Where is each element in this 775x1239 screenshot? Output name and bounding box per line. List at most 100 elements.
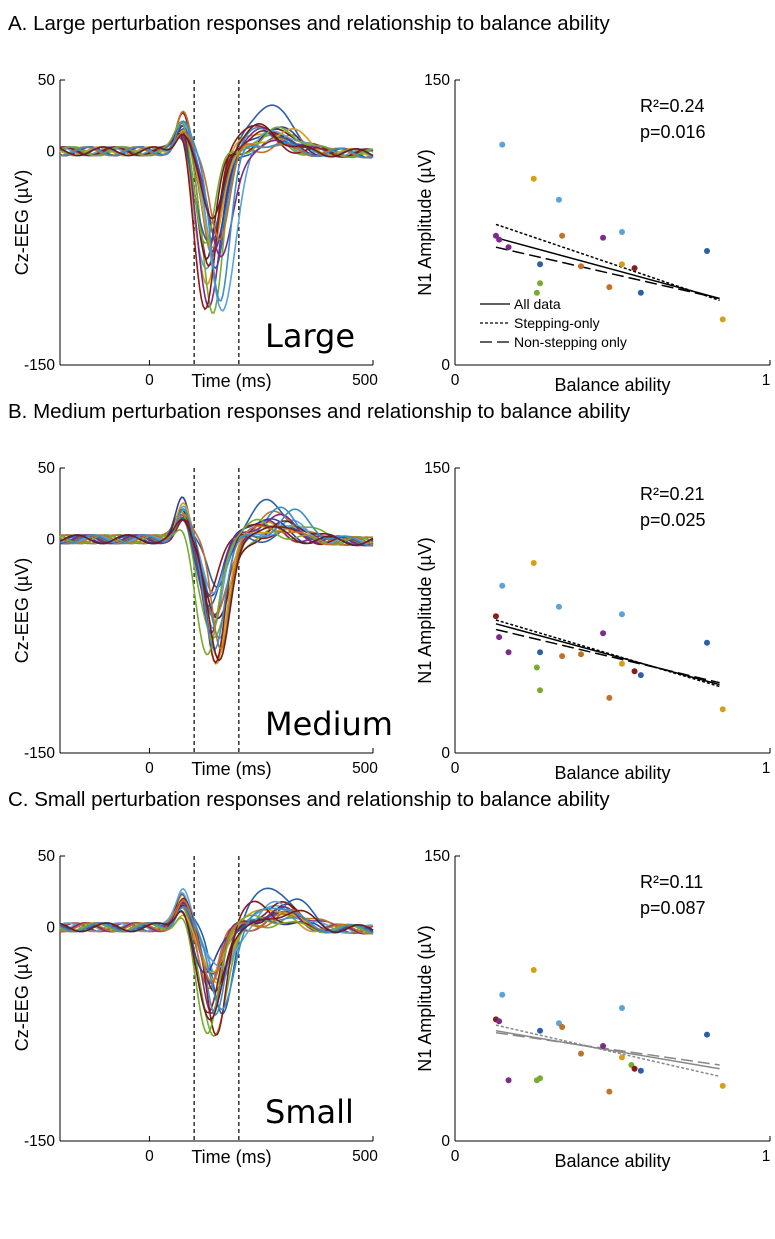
erp-trace (59, 898, 374, 975)
erp-y-tick-label: -150 (24, 745, 55, 762)
fit-line (495, 1024, 720, 1078)
fit-line (495, 1030, 720, 1070)
scatter-point (499, 991, 506, 998)
panel-C: C. Small perturbation responses and rela… (8, 788, 771, 1171)
condition-label: Large (265, 317, 355, 355)
scatter-point (600, 630, 607, 637)
scatter-point (530, 560, 537, 566)
scatter-point (530, 175, 537, 182)
erp-x-tick-label: 0 (145, 372, 154, 389)
scatter-point (606, 694, 613, 701)
scatter-point (704, 639, 710, 646)
scatter-point (499, 141, 506, 148)
fit-line (495, 628, 720, 684)
erp-trace (59, 508, 374, 594)
erp-trace (59, 496, 374, 597)
legend-entry: Non-stepping only (514, 334, 627, 350)
scatter-point (618, 261, 625, 268)
erp-trace (59, 122, 374, 220)
erp-y-tick-label: 0 (46, 531, 55, 548)
erp-x-tick-label: 500 (352, 760, 378, 777)
scatter-point (499, 582, 506, 589)
erp-x-label: Time (ms) (191, 759, 271, 779)
scatter-point (618, 229, 625, 235)
legend-entry: Stepping-only (514, 315, 600, 331)
scatter-point (606, 1088, 613, 1095)
scatter-y-label: N1 Amplitude (µV) (415, 925, 435, 1071)
erp-x-tick-label: 500 (352, 1148, 378, 1165)
panel-title: A. Large perturbation responses and rela… (8, 12, 610, 35)
erp-trace (59, 518, 374, 662)
erp-y-label: Cz-EEG (µV) (12, 558, 32, 663)
legend: All data Stepping-only Non-stepping only (480, 296, 627, 350)
erp-y-tick-label: -150 (24, 357, 55, 374)
scatter-point (719, 316, 726, 323)
panel-A: A. Large perturbation responses and rela… (8, 12, 771, 395)
erp-trace (59, 130, 374, 311)
scatter-point (537, 1027, 544, 1034)
erp-x-label: Time (ms) (191, 371, 271, 391)
legend-entry: All data (514, 296, 561, 312)
scatter-point (555, 196, 562, 203)
scatter-point (618, 611, 625, 618)
scatter-plot: 150 00 1 Balance ability N1 Amplitude (µV) R²… (415, 460, 771, 783)
scatter-point (631, 668, 638, 675)
scatter-point (600, 1043, 607, 1049)
scatter-point (537, 649, 544, 656)
r2-label: R²=0.24 (640, 96, 705, 116)
scatter-point (496, 1018, 503, 1025)
scatter-point (559, 232, 566, 239)
erp-trace (59, 517, 374, 598)
r2-label: R²=0.21 (640, 484, 705, 504)
scatter-point (719, 706, 726, 713)
scatter-x-tick-label: 1 (762, 760, 771, 777)
scatter-y-tick-label: 150 (424, 460, 450, 477)
scatter-point (530, 967, 537, 973)
scatter-point (719, 1082, 726, 1089)
scatter-point (606, 284, 613, 291)
erp-trace (59, 513, 374, 651)
scatter-point (600, 234, 607, 241)
scatter-point (559, 653, 566, 660)
scatter-y-tick-label: 0 (441, 745, 450, 762)
p-value-label: p=0.087 (640, 898, 706, 918)
p-value-label: p=0.025 (640, 510, 706, 530)
erp-trace (59, 887, 374, 1016)
scatter-point (637, 1067, 644, 1074)
erp-x-tick-label: 500 (352, 372, 378, 389)
scatter-point (533, 664, 540, 671)
scatter-x-tick-label: 0 (451, 372, 460, 389)
scatter-x-label: Balance ability (554, 375, 670, 395)
scatter-y-label: N1 Amplitude (µV) (415, 149, 435, 295)
panel-B: B. Medium perturbation responses and rel… (8, 400, 771, 783)
scatter-point (704, 248, 710, 254)
scatter-point (505, 1077, 512, 1084)
erp-y-tick-label: 50 (38, 72, 56, 89)
r2-label: R²=0.11 (640, 872, 703, 892)
scatter-point (505, 244, 512, 251)
erp-trace (59, 120, 374, 302)
scatter-point (492, 613, 499, 620)
erp-y-tick-label: 50 (38, 460, 56, 477)
scatter-y-tick-label: 150 (424, 72, 450, 89)
erp-x-tick-label: 0 (145, 760, 154, 777)
scatter-y-label: N1 Amplitude (µV) (415, 537, 435, 683)
erp-y-label: Cz-EEG (µV) (12, 170, 32, 275)
scatter-x-label: Balance ability (554, 763, 670, 783)
fit-line (495, 619, 720, 688)
erp-trace (59, 905, 374, 1011)
erp-trace (59, 508, 374, 620)
scatter-point (637, 289, 644, 296)
scatter-point (496, 634, 503, 641)
scatter-y-tick-label: 150 (424, 848, 450, 865)
erp-y-tick-label: -150 (24, 1133, 55, 1150)
erp-trace (59, 909, 374, 974)
erp-trace (59, 507, 374, 651)
erp-trace (60, 516, 374, 607)
condition-label: Small (265, 1093, 354, 1131)
erp-x-tick-label: 0 (145, 1148, 154, 1165)
fit-line (495, 246, 720, 300)
erp-trace (59, 505, 374, 630)
